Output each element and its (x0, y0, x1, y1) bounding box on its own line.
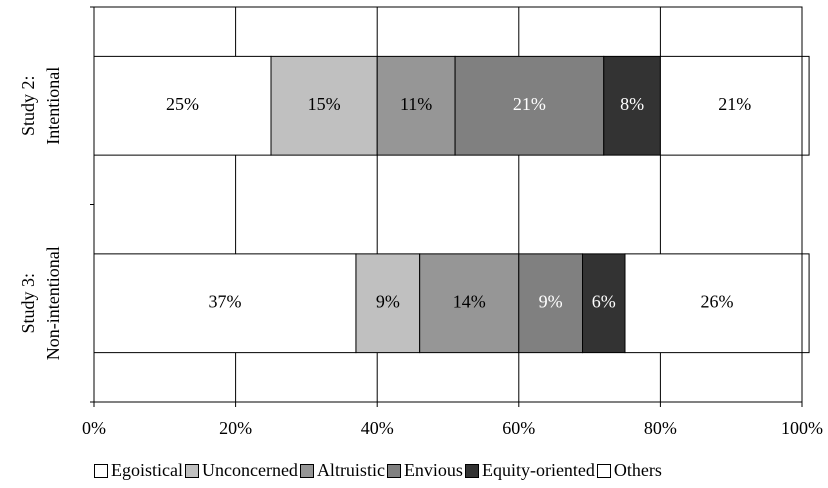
legend: Egoistical Unconcerned Altruistic Envious Eq… (94, 460, 828, 481)
legend-item: Others (596, 460, 662, 481)
legend-swatch (464, 463, 479, 478)
y-category-label: Intentional (43, 67, 63, 145)
legend-swatch (596, 463, 611, 478)
bar-segment (518, 253, 584, 354)
data-label: 9% (539, 291, 563, 311)
plot-border (93, 6, 803, 403)
legend-item: Altruistic (299, 460, 385, 481)
legend-label: Altruistic (316, 460, 385, 480)
data-label: 37% (208, 291, 241, 311)
bar-segment (93, 55, 272, 156)
legend-label: Unconcerned (201, 460, 298, 480)
x-tick-label: 100% (781, 418, 823, 438)
legend-label: Equity-oriented (481, 460, 595, 480)
data-label: 6% (592, 291, 616, 311)
legend-label: Egoistical (111, 460, 183, 480)
legend-item: Envious (386, 460, 463, 481)
legend-item: Egoistical (94, 460, 183, 481)
bar-segment (376, 55, 456, 156)
bar-segment (659, 55, 810, 156)
legend-swatch (184, 463, 199, 478)
bar-segment (93, 253, 357, 354)
y-category-label: Study 3: (18, 273, 38, 334)
x-tick-label: 40% (361, 418, 394, 438)
data-label: 21% (513, 94, 546, 114)
bar-segment (355, 253, 421, 354)
data-label: 8% (620, 94, 644, 114)
legend-swatch (299, 463, 314, 478)
data-label: 21% (718, 94, 751, 114)
legend-label: Others (613, 460, 662, 480)
bar-segment (270, 55, 378, 156)
legend-item: Equity-oriented (464, 460, 595, 481)
x-tick-label: 60% (502, 418, 535, 438)
x-tick-label: 0% (82, 418, 106, 438)
legend-item: Unconcerned (184, 460, 298, 481)
bar-segment (624, 253, 810, 354)
data-label: 14% (453, 291, 486, 311)
y-category-label: Non-intentional (43, 246, 63, 360)
data-label: 25% (166, 94, 199, 114)
legend-label: Envious (403, 460, 463, 480)
legend-swatch (386, 463, 401, 478)
data-label: 26% (701, 291, 734, 311)
data-label: 9% (376, 291, 400, 311)
x-tick-label: 80% (644, 418, 677, 438)
data-label: 11% (400, 94, 432, 114)
y-category-label: Study 2: (18, 75, 38, 136)
bar-segment (454, 55, 605, 156)
chart: 0% 20% 40% 60% 80% 100% 25% 15% 11% 21% 8% 21% Study… (18, 6, 823, 438)
legend-swatch (94, 463, 108, 478)
x-tick-label: 20% (219, 418, 252, 438)
data-label: 15% (308, 94, 341, 114)
